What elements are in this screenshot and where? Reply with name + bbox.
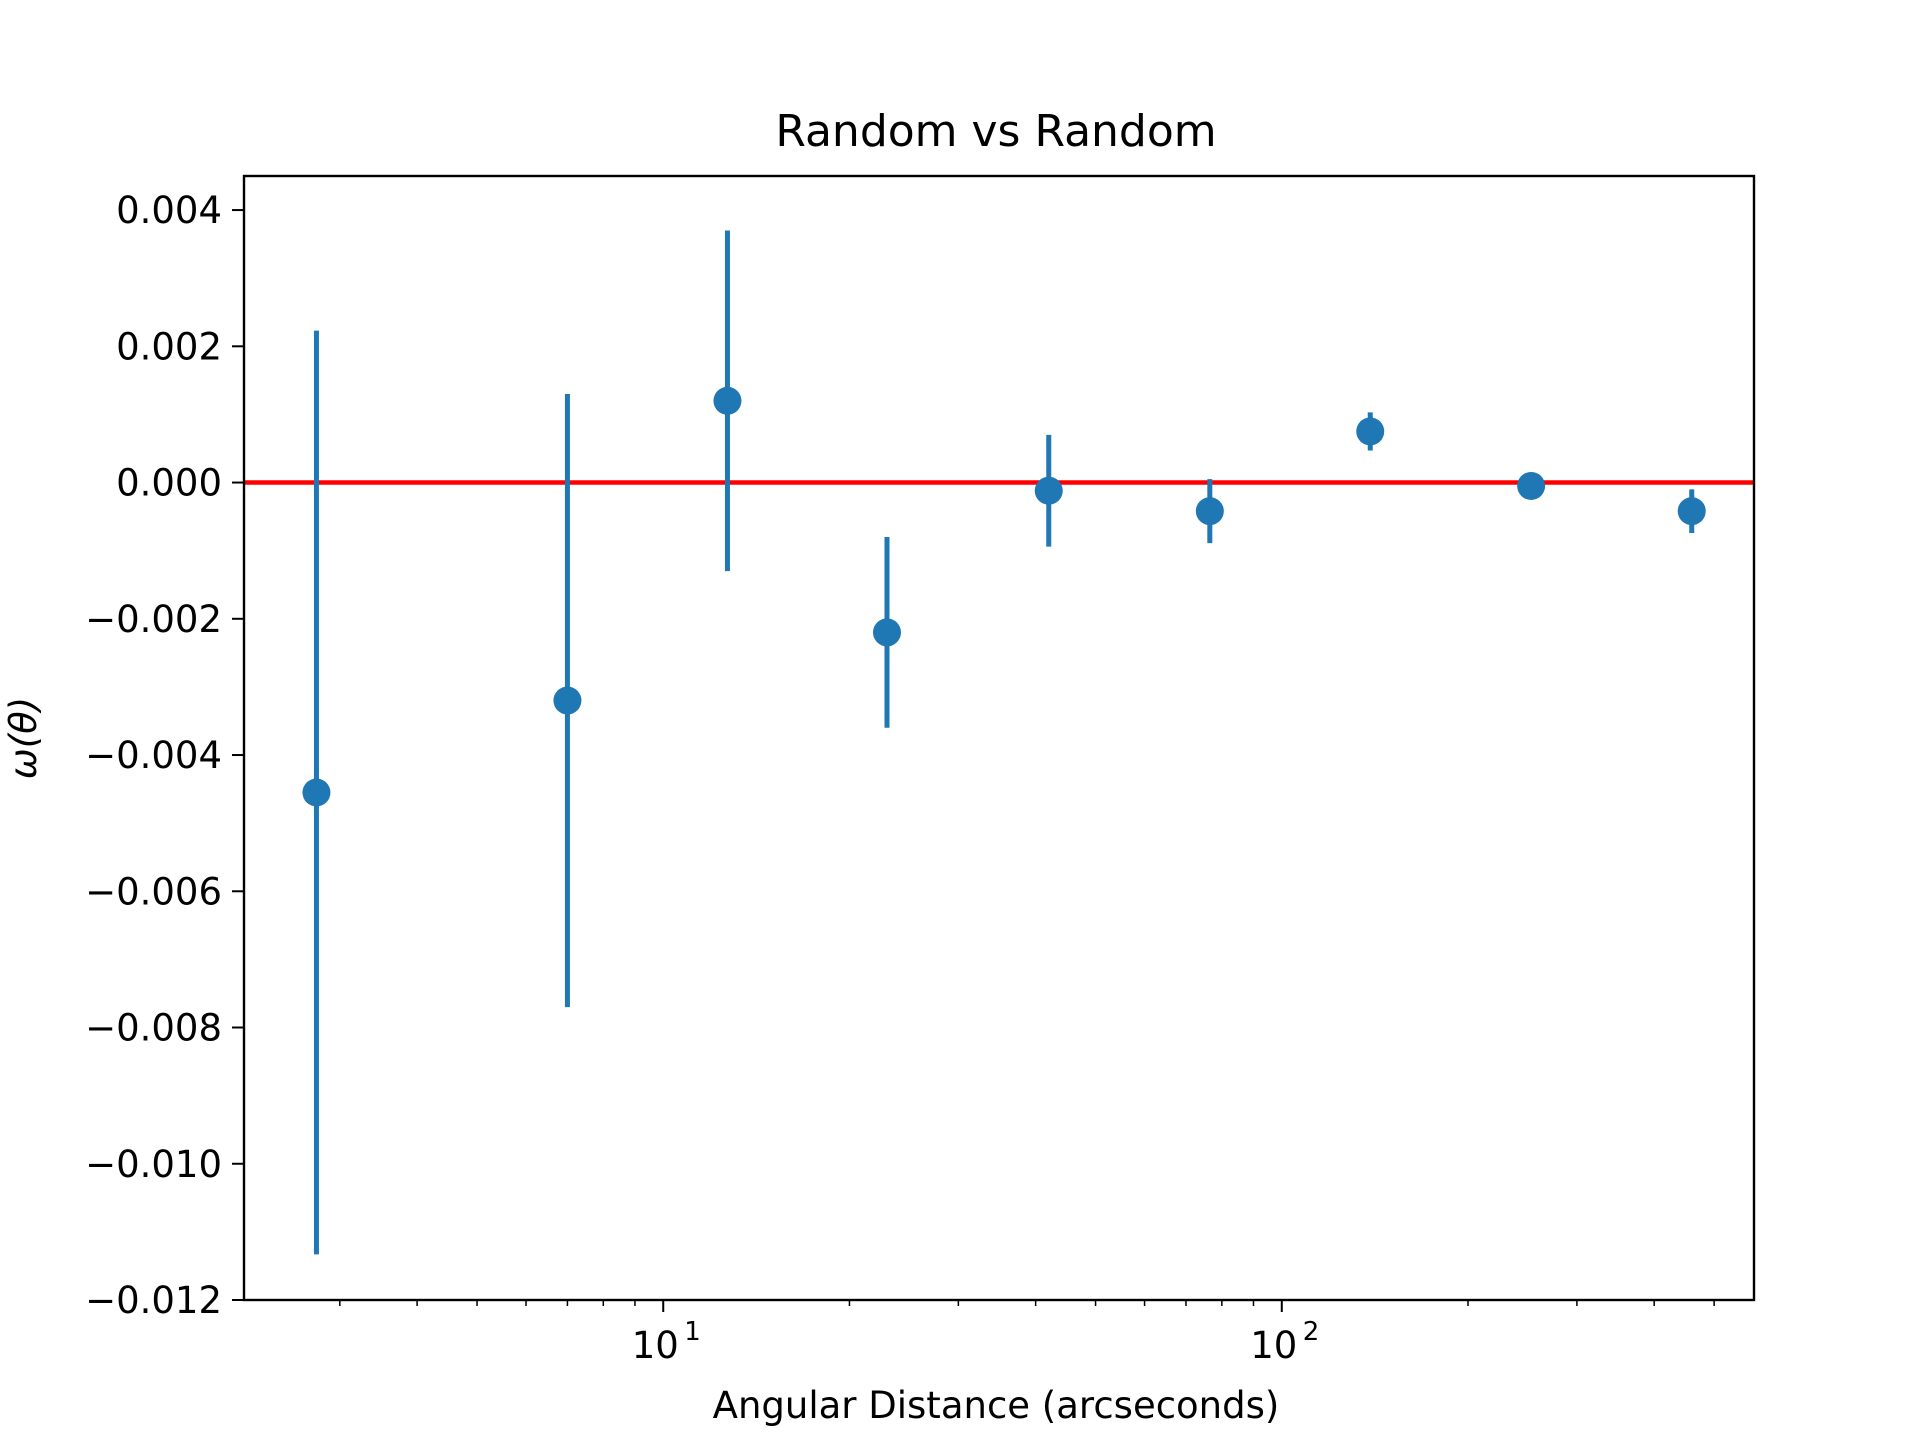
data-point — [1517, 471, 1546, 500]
y-tick-label: 0.002 — [116, 325, 222, 368]
y-axis-ticks: 0.004 0.002 0.000 −0.002 −0.004 −0.006 −0.008 −… — [85, 189, 244, 1322]
plot-area — [244, 230, 1754, 1255]
y-tick-label: −0.006 — [85, 870, 222, 913]
data-point — [302, 778, 331, 807]
data-point — [553, 686, 582, 715]
y-tick-label: 0.000 — [116, 462, 222, 505]
x-axis-ticks: 10 1 10 2 — [339, 1300, 1715, 1367]
axes-frame — [242, 174, 1756, 1302]
x-tick-label: 10 — [632, 1324, 679, 1367]
data-point — [1677, 497, 1706, 526]
y-tick-label: −0.012 — [85, 1279, 222, 1322]
y-axis-label: ω(θ) — [2, 697, 45, 780]
x-tick-label: 10 — [1250, 1324, 1297, 1367]
data-point — [1195, 497, 1224, 526]
y-tick-label: 0.004 — [116, 189, 222, 232]
y-tick-label: −0.002 — [85, 598, 222, 641]
x-tick-exponent: 1 — [684, 1317, 701, 1347]
data-point — [1034, 476, 1063, 505]
data-point — [1356, 417, 1385, 446]
y-tick-label: −0.008 — [85, 1007, 222, 1050]
y-tick-label: −0.004 — [85, 734, 222, 777]
x-axis-label: Angular Distance (arcseconds) — [713, 1384, 1280, 1427]
data-point — [713, 386, 742, 415]
data-point — [872, 618, 901, 647]
x-tick-exponent: 2 — [1303, 1317, 1320, 1347]
chart-title: Random vs Random — [775, 106, 1216, 157]
y-tick-label: −0.010 — [85, 1143, 222, 1186]
